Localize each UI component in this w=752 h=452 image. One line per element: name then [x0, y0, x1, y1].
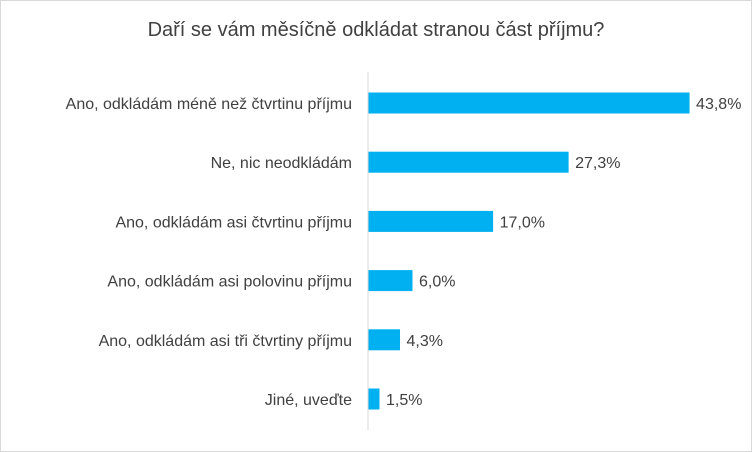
data-label: 6,0%: [419, 274, 455, 291]
data-label: 17,0%: [500, 214, 545, 231]
data-label: 1,5%: [386, 392, 422, 409]
data-label: 27,3%: [575, 155, 620, 172]
data-label: 43,8%: [696, 96, 741, 113]
bar: [368, 151, 569, 173]
category-label: Ano, odkládám asi tři čtvrtiny příjmu: [99, 333, 352, 350]
bar: [368, 329, 401, 351]
category-label: Jiné, uveďte: [265, 392, 352, 409]
chart-title: Daří se vám měsíčně odkládat stranou čás…: [147, 19, 605, 41]
category-label: Ano, odkládám méně než čtvrtinu příjmu: [66, 96, 352, 113]
bar: [368, 270, 413, 292]
category-label: Ne, nic neodkládám: [211, 155, 352, 172]
bar: [368, 210, 494, 232]
category-label: Ano, odkládám asi čtvrtinu příjmu: [115, 214, 352, 231]
bar: [368, 388, 380, 410]
category-label: Ano, odkládám asi polovinu příjmu: [107, 274, 352, 291]
data-label: 4,3%: [407, 333, 443, 350]
bar: [368, 92, 690, 114]
